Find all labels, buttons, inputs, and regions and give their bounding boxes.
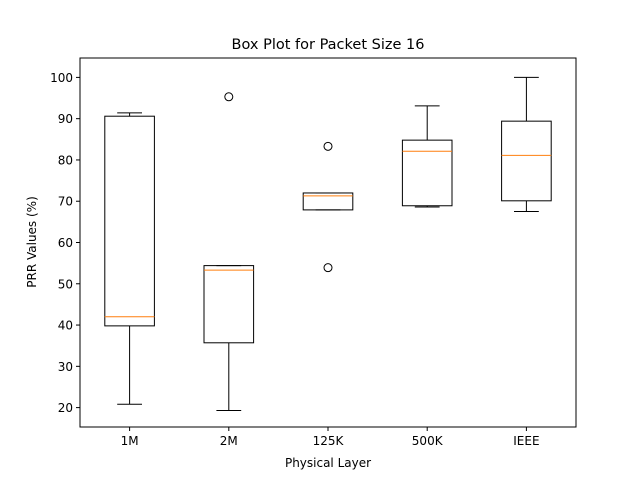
box-group-1m [104, 112, 155, 405]
x-tick-label: 125K [313, 434, 345, 448]
y-tick-label: 100 [50, 71, 73, 85]
y-tick-label: 90 [58, 112, 73, 126]
box-iqr [401, 139, 453, 207]
y-tick-label: 40 [58, 319, 73, 333]
y-tick-label: 50 [58, 277, 73, 291]
box-group-500k [401, 105, 453, 208]
x-axis-label: Physical Layer [285, 456, 371, 470]
x-tick-label: 1M [121, 434, 139, 448]
box-iqr [104, 115, 155, 327]
x-axis: 1M 2M 125K 500K IEEE [121, 427, 540, 448]
y-tick-label: 60 [58, 236, 73, 250]
box-iqr [203, 265, 255, 344]
y-tick-label: 30 [58, 360, 73, 374]
y-tick-label: 20 [58, 401, 73, 415]
box-iqr [501, 120, 552, 202]
y-tick-label: 70 [58, 195, 73, 209]
box-iqr [302, 192, 354, 211]
y-tick-label: 80 [58, 153, 73, 167]
y-axis: 20 30 40 50 60 70 80 90 100 [50, 71, 80, 415]
outlier-point [323, 263, 333, 273]
x-tick-label: IEEE [513, 434, 539, 448]
outlier-point [224, 92, 234, 102]
y-axis-label: PRR Values (%) [25, 196, 39, 288]
box-group-2m [203, 92, 255, 411]
x-tick-label: 500K [412, 434, 444, 448]
plot-marks [104, 76, 552, 411]
box-group-ieee [501, 76, 552, 213]
x-tick-label: 2M [220, 434, 238, 448]
chart-title: Box Plot for Packet Size 16 [232, 37, 425, 53]
box-group-125k [302, 141, 354, 273]
outlier-point [323, 141, 333, 151]
